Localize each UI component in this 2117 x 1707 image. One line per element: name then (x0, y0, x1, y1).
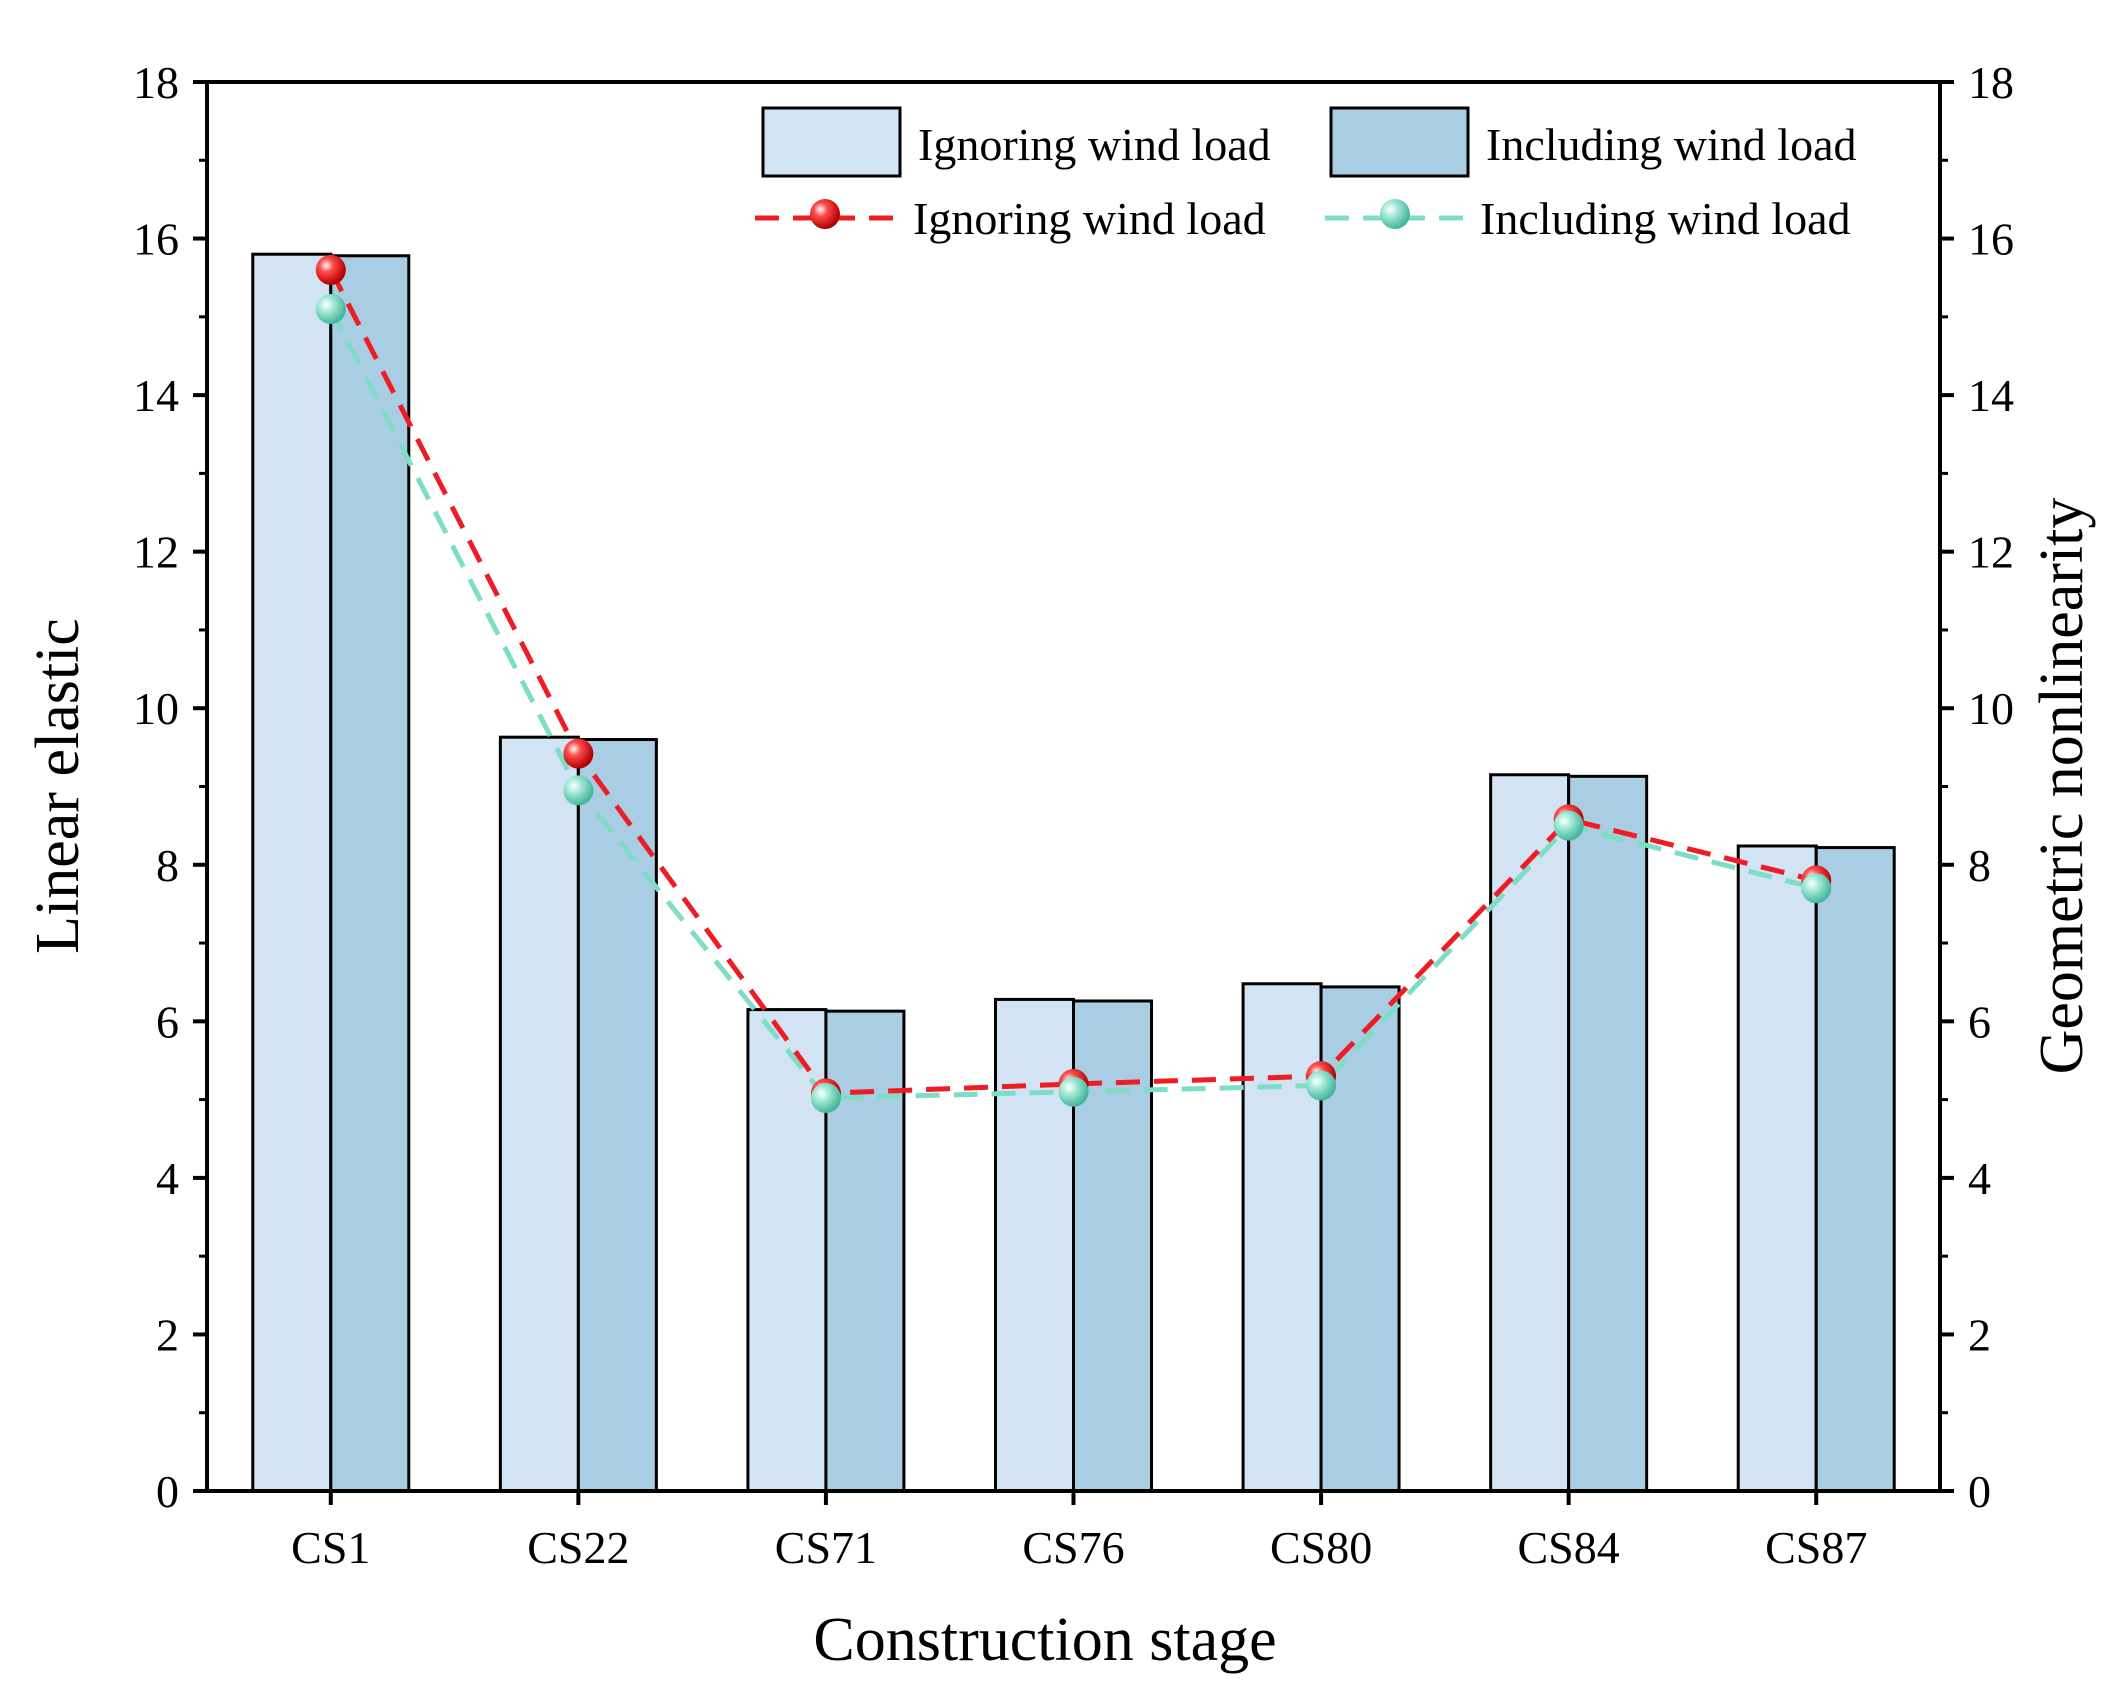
right-tick-label: 12 (1968, 527, 2014, 578)
bar-ignoring-CS22 (498, 735, 580, 1493)
bar-including-CS87 (1814, 846, 1896, 1493)
legend-marker-ignoring (810, 199, 840, 229)
right-tick-label: 18 (1968, 57, 2014, 108)
x-tick-label: CS76 (1022, 1522, 1124, 1573)
left-tick-label: 16 (133, 214, 179, 265)
left-y-axis-title: Linear elastic (24, 618, 92, 954)
left-tick-label: 18 (133, 57, 179, 108)
x-tick-label: CS1 (291, 1522, 370, 1573)
point-including-CS76 (1058, 1076, 1089, 1107)
legend-marker-including (1380, 199, 1410, 229)
x-axis: CS1 CS22 CS71 CS76 CS80 CS84 CS87 (291, 1491, 1867, 1573)
point-including-CS1 (315, 294, 346, 325)
right-tick-label: 14 (1968, 370, 2014, 421)
x-axis-title: Construction stage (813, 1606, 1276, 1674)
bar-including-CS1 (329, 254, 411, 1493)
x-tick-label: CS80 (1270, 1522, 1372, 1573)
point-including-CS84 (1553, 810, 1584, 841)
legend-bar-swatch-ignoring (761, 106, 902, 178)
left-tick-label: 4 (156, 1153, 179, 1204)
right-tick-label: 16 (1968, 214, 2014, 265)
legend-bar-swatch-including (1329, 106, 1470, 178)
left-tick-label: 6 (156, 996, 179, 1047)
legend-line-label-including: Including wind load (1480, 193, 1851, 244)
left-tick-label: 8 (156, 840, 179, 891)
left-tick-label: 14 (133, 370, 179, 421)
bars-layer (251, 252, 1896, 1493)
left-tick-label: 10 (133, 683, 179, 734)
bar-including-CS71 (824, 1009, 906, 1493)
right-tick-label: 0 (1968, 1466, 1991, 1517)
legend-bar-label-ignoring: Ignoring wind load (918, 119, 1271, 170)
right-y-axis-title: Geometric nonlinearity (2028, 498, 2096, 1075)
left-y-axis: 0 2 4 6 8 10 12 14 16 18 (133, 57, 207, 1517)
bar-ignoring-CS76 (994, 997, 1075, 1493)
point-including-CS22 (563, 775, 594, 806)
right-y-axis: 0 2 4 6 8 10 12 14 16 18 (1940, 57, 2014, 1517)
left-tick-label: 0 (156, 1466, 179, 1517)
bar-ignoring-CS84 (1489, 773, 1571, 1493)
right-tick-label: 8 (1968, 840, 1991, 891)
point-ignoring-CS22 (563, 738, 594, 769)
right-tick-label: 4 (1968, 1153, 1991, 1204)
point-ignoring-CS1 (315, 254, 346, 285)
bar-including-CS84 (1567, 774, 1649, 1493)
bar-including-CS80 (1319, 985, 1401, 1493)
x-tick-label: CS84 (1518, 1522, 1620, 1573)
point-including-CS87 (1801, 873, 1832, 904)
right-tick-label: 10 (1968, 683, 2014, 734)
right-tick-label: 6 (1968, 996, 1991, 1047)
left-tick-label: 2 (156, 1309, 179, 1360)
point-including-CS80 (1306, 1070, 1337, 1101)
legend-line-label-ignoring: Ignoring wind load (913, 193, 1266, 244)
bar-including-CS22 (576, 738, 658, 1493)
left-tick-label: 12 (133, 527, 179, 578)
x-tick-label: CS87 (1765, 1522, 1867, 1573)
lines-layer (315, 254, 1832, 1114)
x-tick-label: CS22 (527, 1522, 629, 1573)
bar-ignoring-CS1 (251, 252, 333, 1493)
legend-bar-label-including: Including wind load (1486, 119, 1857, 170)
right-tick-label: 2 (1968, 1309, 1991, 1360)
bar-ignoring-CS80 (1241, 982, 1323, 1493)
point-including-CS71 (810, 1083, 841, 1114)
x-tick-label: CS71 (775, 1522, 877, 1573)
bar-ignoring-CS87 (1736, 844, 1818, 1493)
legend: Ignoring wind load Including wind load Ign… (755, 106, 1857, 244)
bar-including-CS76 (1072, 999, 1153, 1493)
